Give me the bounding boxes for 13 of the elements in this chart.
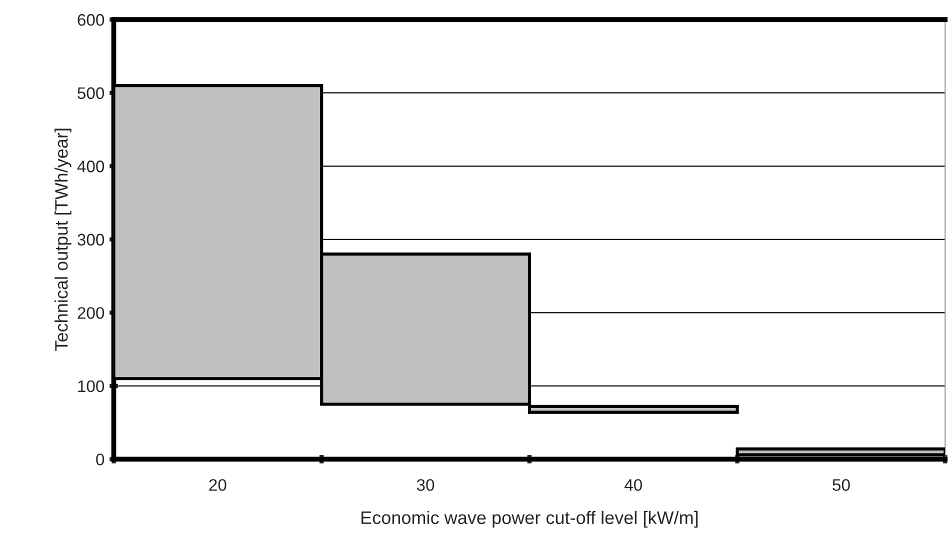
y-tick-label: 0: [96, 454, 104, 466]
y-tick-label: 400: [77, 160, 104, 172]
y-tick-label: 300: [78, 234, 104, 246]
y-tick-label: 500: [78, 87, 104, 100]
x-tick-label: 50: [832, 479, 850, 491]
x-tick-label: 40: [624, 479, 642, 491]
x-tick-label: 30: [416, 479, 434, 491]
y-axis-title: Technical output [TWh/year]: [54, 128, 72, 351]
y-tick-label: 200: [78, 307, 104, 319]
x-axis-title: Economic wave power cut-off level [kW/m]: [362, 510, 698, 528]
x-tick-label: 20: [209, 479, 226, 491]
y-tick-label: 600: [78, 14, 104, 26]
y-tick-label: 100: [78, 380, 104, 392]
